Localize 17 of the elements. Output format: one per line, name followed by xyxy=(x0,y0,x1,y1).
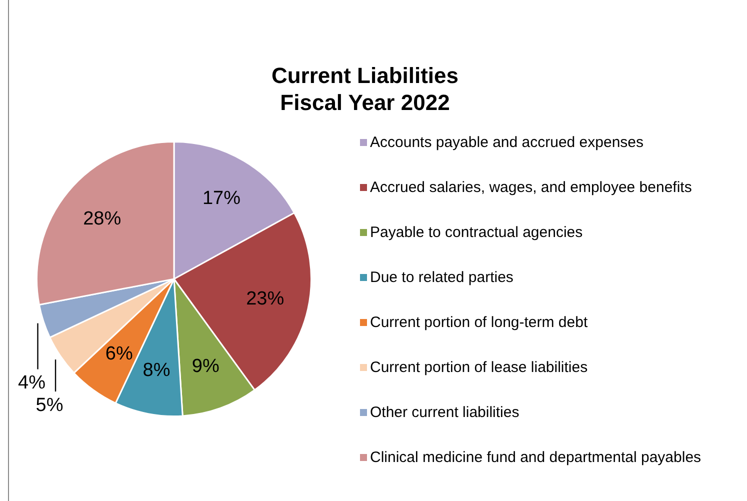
legend-label: Accrued salaries, wages, and employee benefits xyxy=(370,179,692,196)
data-label: 23% xyxy=(246,288,284,310)
legend-label: Payable to contractual agencies xyxy=(370,224,583,241)
data-label: 28% xyxy=(83,208,122,230)
data-label: 17% xyxy=(202,188,241,209)
legend-label: Current portion of long-term debt xyxy=(370,314,588,331)
data-label: 4% xyxy=(18,372,46,394)
legend-label: Accounts payable and accrued expenses xyxy=(370,134,644,151)
chart-title: Current Liabilities Fiscal Year 2022 xyxy=(270,62,460,116)
data-label: 5% xyxy=(36,394,64,416)
data-label: 9% xyxy=(192,356,220,378)
legend-label: Current portion of lease liabilities xyxy=(370,359,588,376)
data-label: 8% xyxy=(142,360,170,381)
legend-label: Other current liabilities xyxy=(370,404,520,421)
data-label: 6% xyxy=(105,344,133,365)
legend-label: Due to related parties xyxy=(370,269,514,286)
legend-label: Clinical medicine fund and departmental payables xyxy=(370,449,702,466)
